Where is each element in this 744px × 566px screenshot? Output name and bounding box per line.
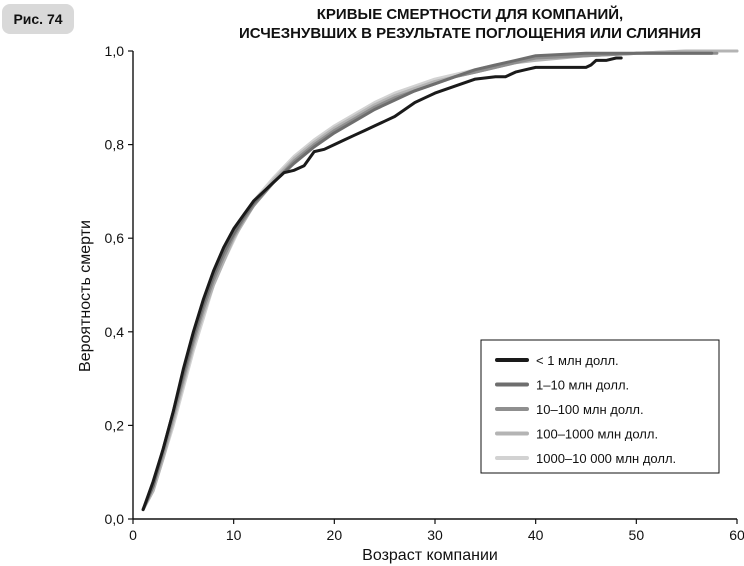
y-tick-label: 1,0 xyxy=(105,43,125,59)
figure-label: Рис. 74 xyxy=(2,4,74,34)
legend-box xyxy=(480,339,720,474)
x-tick-label: 30 xyxy=(427,527,443,543)
series-lines xyxy=(141,49,739,512)
chart-title-line-1: КРИВЫЕ СМЕРТНОСТИ ДЛЯ КОМПАНИЙ, xyxy=(317,5,623,23)
x-tick-label: 20 xyxy=(327,527,343,543)
series-line-1 xyxy=(141,56,623,512)
y-tick-label: 0,0 xyxy=(105,511,125,527)
x-tick-label: 50 xyxy=(629,527,645,543)
y-tick-label: 0,4 xyxy=(105,324,125,340)
x-axis-label: Возраст компании xyxy=(362,547,498,564)
x-tick-label: 0 xyxy=(129,527,137,543)
legend: < 1 млн долл. 1–10 млн долл. 10–100 млн до… xyxy=(480,339,720,474)
chart-title-line-2: ИСЧЕЗНУВШИХ В РЕЗУЛЬТАТЕ ПОГЛОЩЕНИЯ ИЛИ … xyxy=(239,25,701,42)
x-tick-label: 10 xyxy=(226,527,242,543)
chart-title: КРИВЫЕ СМЕРТНОСТИ ДЛЯ КОМПАНИЙ, ИСЧЕЗНУВ… xyxy=(239,5,701,42)
x-tick-label: 60 xyxy=(729,527,744,543)
legend-label-5: 1000–10 000 млн долл. xyxy=(536,451,676,466)
x-tick-label: 40 xyxy=(528,527,544,543)
legend-label-4: 100–1000 млн долл. xyxy=(536,427,658,442)
axes: 0 10 20 30 40 50 60 0,0 0,2 0,4 0,6 0,8 1,0 xyxy=(105,43,744,543)
legend-label-3: 10–100 млн долл. xyxy=(536,402,644,417)
y-tick-label: 0,6 xyxy=(105,230,125,246)
y-tick-label: 0,8 xyxy=(105,137,125,153)
y-axis-label: Вероятность смерти xyxy=(77,220,94,372)
legend-label-2: 1–10 млн долл. xyxy=(536,378,629,393)
legend-label-1: < 1 млн долл. xyxy=(536,353,619,368)
y-tick-label: 0,2 xyxy=(105,417,125,433)
